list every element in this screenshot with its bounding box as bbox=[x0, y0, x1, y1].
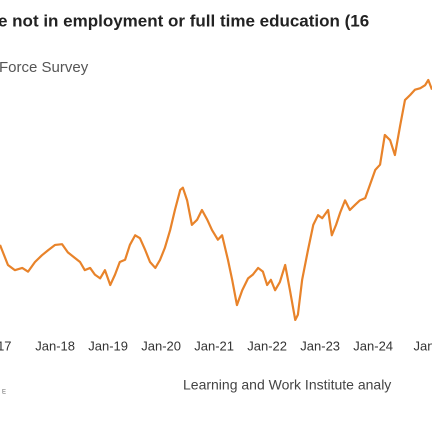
x-tick-label: Jan-20 bbox=[141, 338, 181, 353]
x-tick-label: Jan-23 bbox=[300, 338, 340, 353]
x-tick-label: Jan- bbox=[414, 338, 432, 353]
x-tick-label: Jan-24 bbox=[353, 338, 393, 353]
data-line bbox=[0, 78, 432, 322]
x-tick-label: Jan-19 bbox=[88, 338, 128, 353]
source: Learning and Work Institute analy bbox=[183, 377, 391, 393]
x-tick-label: -17 bbox=[0, 338, 12, 353]
x-tick-label: Jan-18 bbox=[35, 338, 75, 353]
footnote: E bbox=[2, 390, 6, 396]
x-tick-label: Jan-21 bbox=[194, 338, 234, 353]
chart-title: e not in employment or full time educati… bbox=[0, 11, 369, 30]
x-tick-label: Jan-22 bbox=[247, 338, 287, 353]
chart-subtitle: Force Survey bbox=[0, 59, 89, 76]
